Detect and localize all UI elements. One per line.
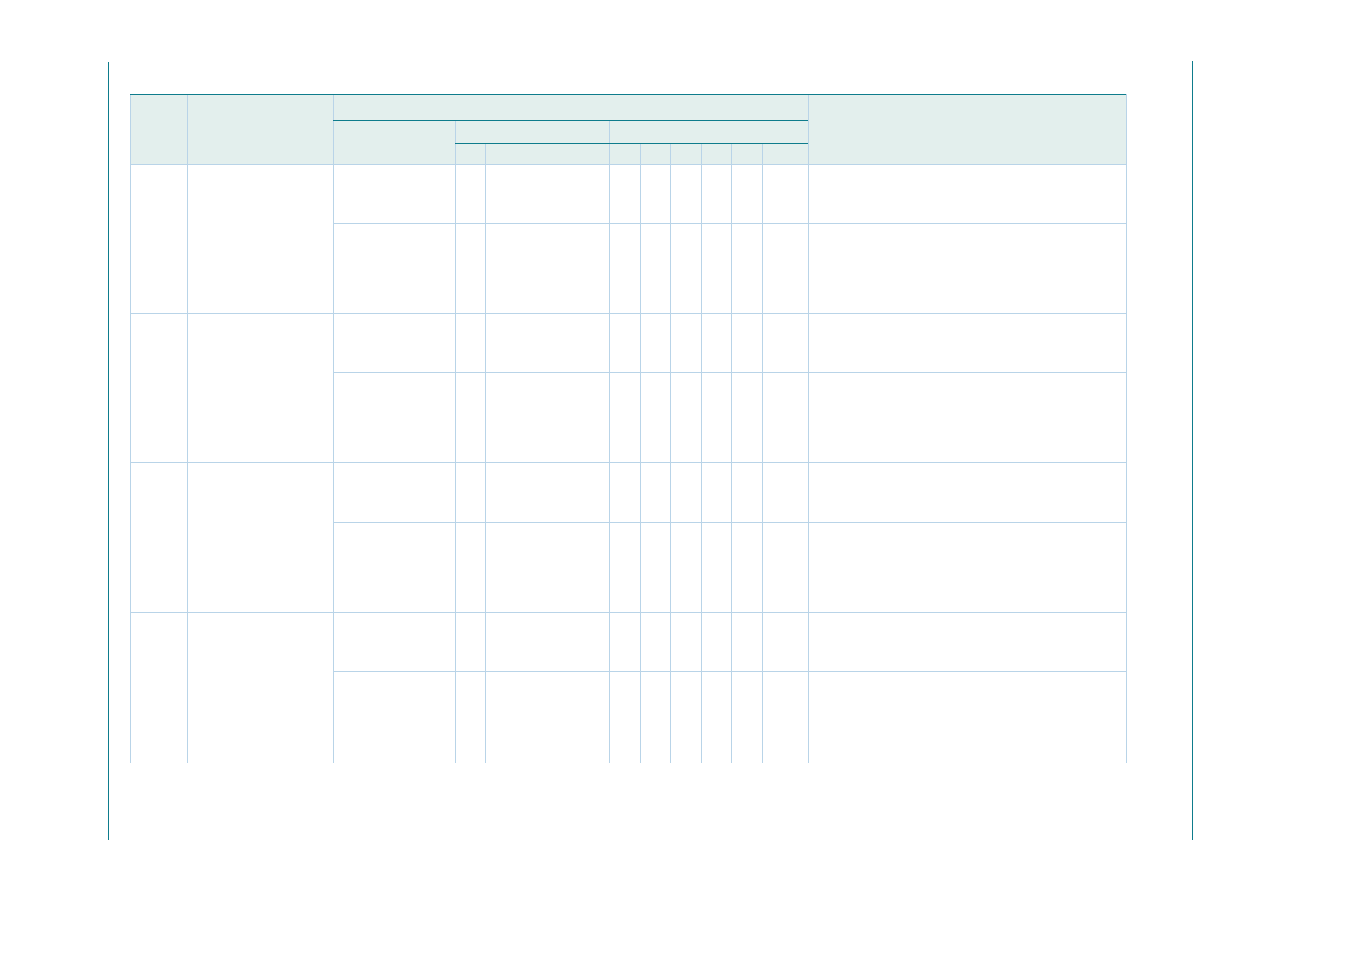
vline-9 [670,143,671,763]
hline-5 [130,313,1126,314]
hline-1 [333,120,808,121]
hline-7 [130,462,1126,463]
hline-2 [455,143,808,144]
hline-10 [333,671,1126,672]
vline-14 [1126,94,1127,763]
vline-0 [108,62,109,840]
vline-7 [609,120,610,763]
hline-4 [333,223,1126,224]
vline-3 [187,94,188,763]
page [0,0,1351,954]
hline-9 [130,612,1126,613]
vline-1 [1192,61,1193,840]
vline-4 [333,94,334,763]
vline-10 [701,143,702,763]
vline-2 [130,94,131,763]
vline-5 [455,120,456,763]
vline-12 [762,143,763,763]
hline-8 [333,522,1126,523]
hline-0 [130,94,1126,95]
vline-6 [485,143,486,763]
vline-11 [731,143,732,763]
hline-3 [130,164,1126,165]
vline-8 [640,143,641,763]
hline-6 [333,372,1126,373]
header-band [130,94,1126,164]
vline-13 [808,94,809,763]
